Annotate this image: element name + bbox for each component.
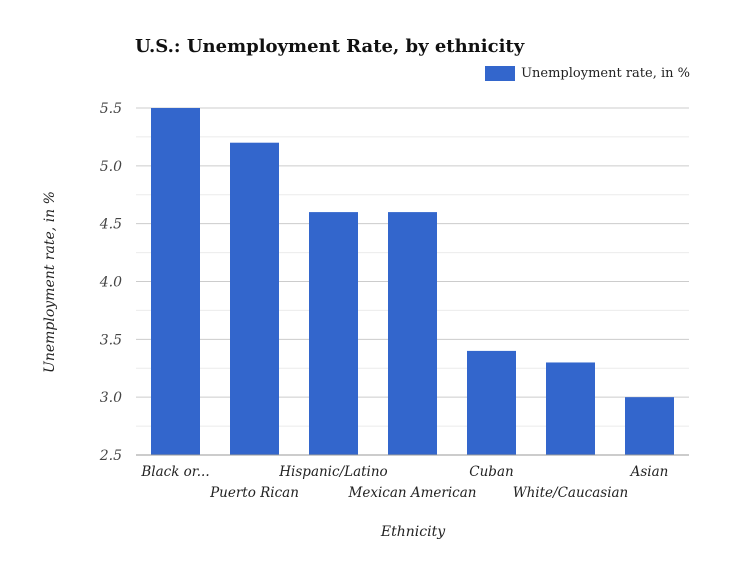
x-tick-label: Cuban	[469, 464, 513, 480]
x-tick-label: Asian	[629, 464, 669, 480]
x-tick-label: White/Caucasian	[513, 485, 629, 501]
y-tick-label: 5.5	[100, 101, 122, 117]
y-tick-label: 5.0	[100, 159, 122, 175]
bar-puerto-rican	[230, 142, 279, 455]
y-tick-label: 4.0	[99, 275, 122, 291]
bar-white-caucasian	[546, 362, 595, 455]
legend: Unemployment rate, in %	[485, 66, 690, 81]
y-tick-label: 2.5	[99, 448, 122, 464]
bar-black-or-	[151, 108, 200, 455]
y-tick-label: 3.5	[100, 332, 122, 348]
x-tick-label: Puerto Rican	[209, 485, 299, 501]
bar-mexican-american	[388, 212, 437, 455]
x-tick-label: Mexican American	[348, 485, 477, 501]
y-axis-title: Unemployment rate, in %	[42, 191, 58, 373]
legend-label: Unemployment rate, in %	[521, 66, 690, 81]
bar-cuban	[467, 350, 516, 455]
x-axis-title: Ethnicity	[380, 524, 446, 540]
y-tick-label: 4.5	[99, 217, 122, 233]
chart-title: U.S.: Unemployment Rate, by ethnicity	[135, 36, 525, 57]
legend-swatch	[485, 66, 516, 81]
bar-hispanic-latino	[309, 212, 358, 455]
x-tick-label: Black or...	[140, 464, 209, 480]
bar-asian	[625, 397, 674, 455]
y-tick-label: 3.0	[100, 390, 122, 406]
x-tick-label: Hispanic/Latino	[278, 464, 387, 480]
